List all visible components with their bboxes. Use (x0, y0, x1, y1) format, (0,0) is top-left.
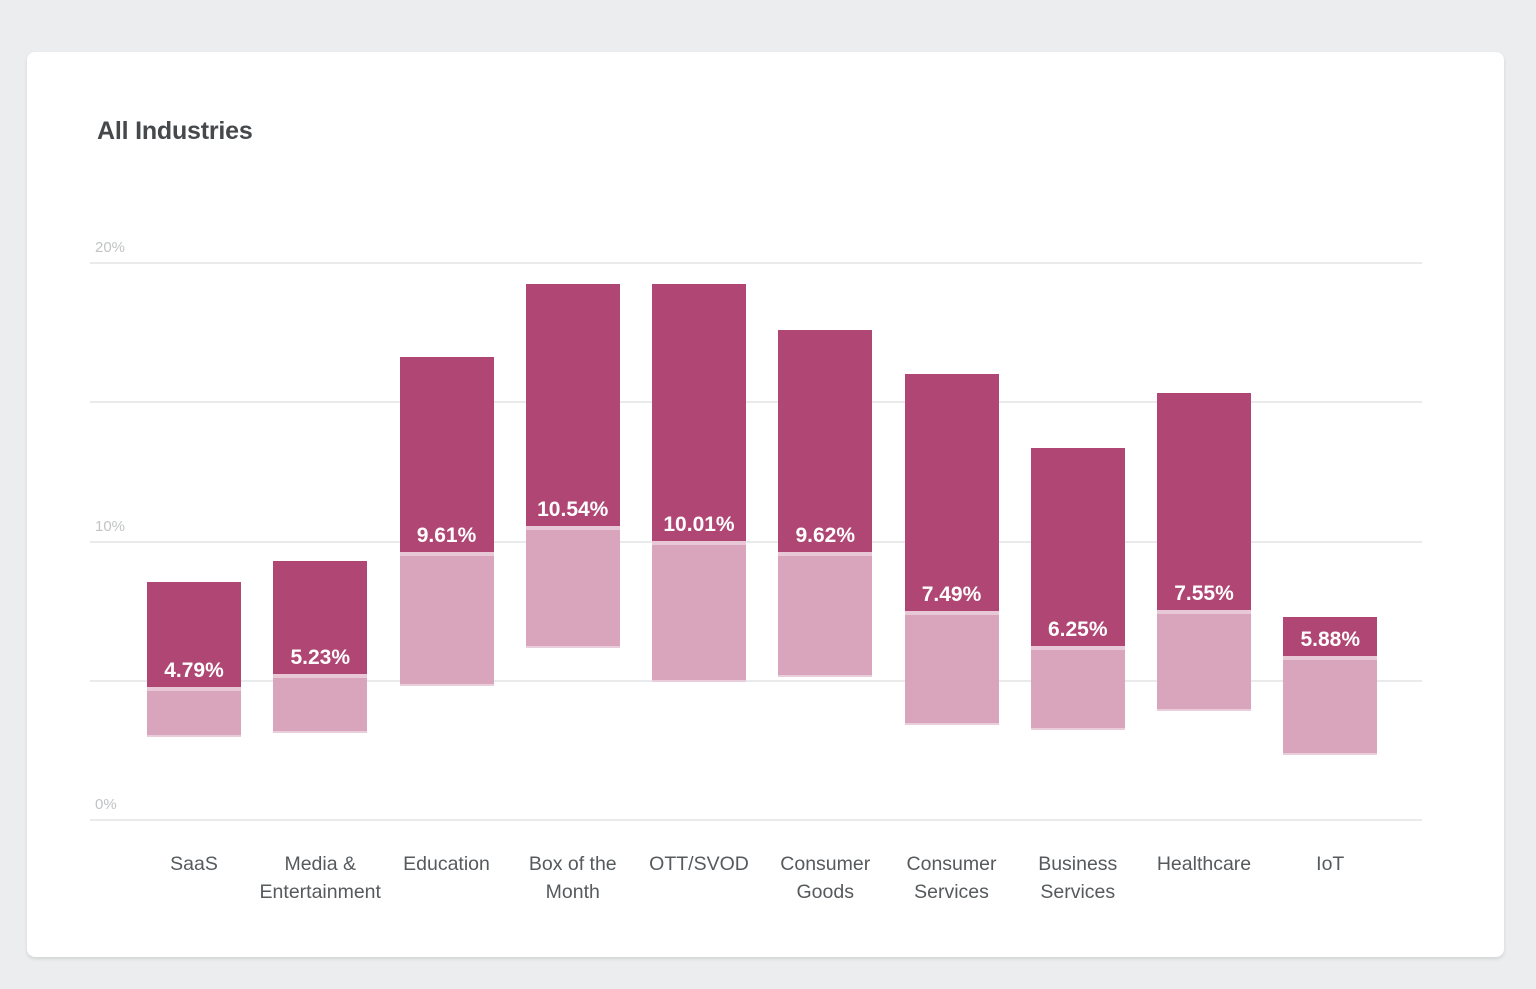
bar-upper-segment[interactable] (652, 283, 746, 542)
y-axis-tick-label: 10% (95, 517, 126, 535)
bar-lower-segment[interactable] (1030, 645, 1125, 731)
bar-box-of-the-month: 10.54% (525, 263, 620, 820)
bar-value-label: 9.61% (416, 524, 477, 548)
bar-lower-segment[interactable] (778, 552, 873, 677)
bar-ott-svod: 10.01% (652, 263, 746, 820)
bar-lower-segment[interactable] (525, 526, 620, 648)
bar-upper-segment[interactable] (273, 561, 368, 675)
bar-lower-segment[interactable] (1157, 609, 1251, 712)
bar-media-entertainment: 5.23% (273, 263, 368, 820)
bar-saas: 4.79% (147, 263, 241, 820)
x-axis-label-healthcare: Healthcare (1156, 853, 1252, 875)
y-axis-tick-label: 20% (95, 239, 126, 256)
chart-title: All Industries (97, 117, 253, 145)
bar-upper-segment[interactable] (525, 283, 620, 527)
bar-lower-segment[interactable] (652, 541, 746, 682)
bar-upper-segment[interactable] (399, 356, 494, 553)
gridline-0pct (90, 819, 1422, 821)
x-axis-label-box-of-the-month: Box of the Month (528, 853, 617, 903)
x-axis-label-media-entertainment: Media & Entertainment (259, 853, 381, 903)
bar-upper-segment[interactable] (1157, 393, 1251, 610)
bar-lower-segment[interactable] (273, 674, 368, 734)
x-axis: SaaS Media & Entertainment Education Box of… (90, 850, 1422, 920)
y-axis-tick-label: 0% (95, 796, 117, 813)
bar-upper-segment[interactable] (778, 330, 873, 553)
bar-value-label: 10.01% (663, 513, 735, 537)
x-axis-label-business-services: Business Services (1038, 853, 1118, 903)
chart-card: All Industries 0% 10% 20% 4.79% 5.23% 9.61% 10… (27, 52, 1504, 957)
bar-business-services: 6.25% (1030, 263, 1125, 820)
x-axis-label-consumer-goods: Consumer Goods (780, 853, 871, 903)
bar-lower-segment[interactable] (904, 611, 999, 726)
gridline-10pct (90, 540, 1422, 543)
x-axis-label-iot: IoT (1316, 853, 1345, 875)
bar-consumer-goods: 9.62% (778, 263, 873, 820)
bar-lower-segment[interactable] (399, 552, 494, 687)
bar-value-label: 6.25% (1047, 617, 1108, 641)
bar-value-label: 9.62% (795, 524, 856, 548)
bar-value-label: 10.54% (537, 498, 609, 522)
bar-iot: 5.88% (1283, 263, 1378, 820)
x-axis-label-consumer-services: Consumer Services (906, 853, 997, 903)
plot-area: 0% 10% 20% 4.79% 5.23% 9.61% 10.54% 10.01% 9.62%… (90, 240, 1422, 821)
bar-upper-segment[interactable] (1030, 447, 1125, 646)
bar-value-label: 5.88% (1300, 628, 1361, 652)
x-axis-label-ott-svod: OTT/SVOD (649, 853, 749, 875)
x-axis-label-education: Education (403, 853, 490, 875)
gridline-20pct (90, 262, 1422, 264)
bar-upper-segment[interactable] (1283, 616, 1378, 657)
x-axis-label-saas: SaaS (170, 853, 218, 875)
bar-value-label: 7.55% (1174, 581, 1234, 605)
bar-education: 9.61% (399, 263, 494, 820)
bar-value-label: 5.23% (290, 646, 351, 670)
bar-consumer-services: 7.49% (904, 263, 999, 820)
gridline-5pct (90, 679, 1422, 682)
bar-value-label: 4.79% (164, 658, 224, 682)
bar-lower-segment[interactable] (1283, 656, 1378, 756)
bar-value-label: 7.49% (921, 583, 982, 607)
gridline-15pct (90, 401, 1422, 404)
bar-lower-segment[interactable] (147, 686, 241, 738)
bar-upper-segment[interactable] (147, 581, 241, 687)
bar-upper-segment[interactable] (904, 374, 999, 612)
bar-healthcare: 7.55% (1157, 263, 1251, 820)
